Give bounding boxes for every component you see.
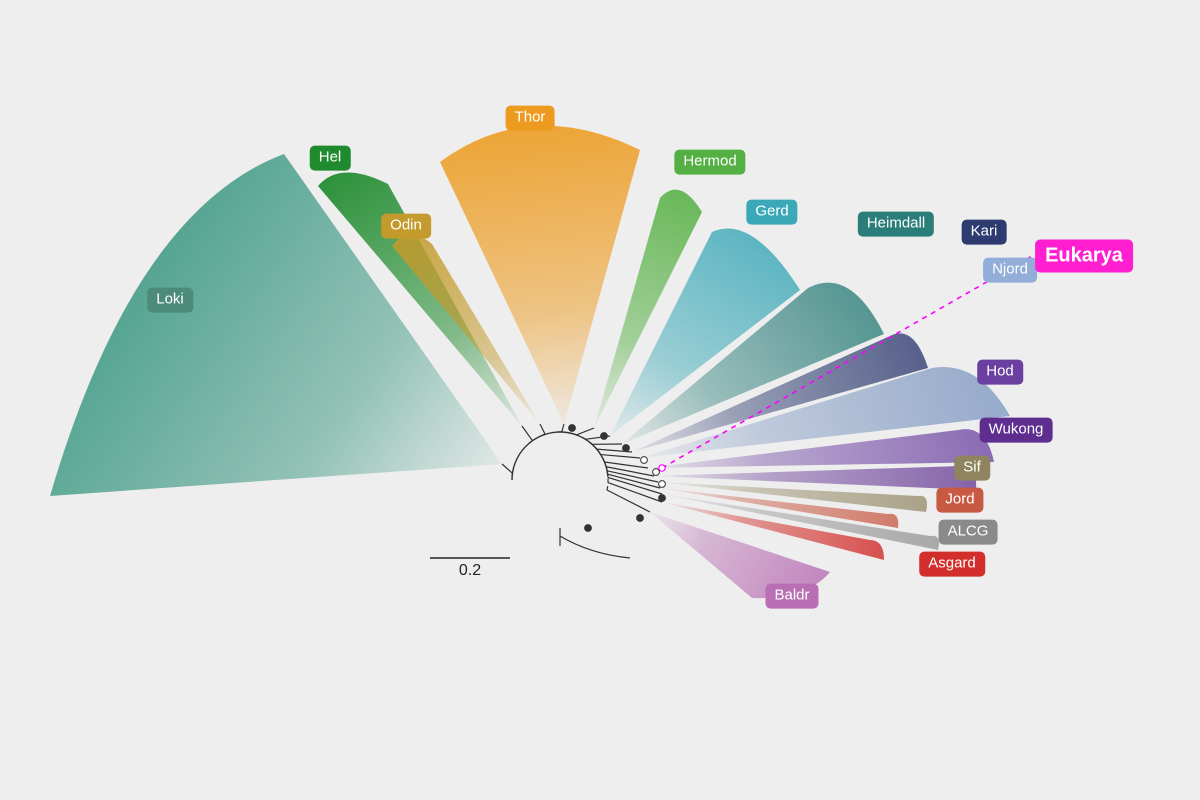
clade-label-hel: Hel (310, 146, 351, 171)
clade-label-sif: Sif (954, 456, 990, 481)
clade-label-thor: Thor (506, 106, 555, 131)
clade-label-asgard: Asgard (919, 552, 985, 577)
clade-label-heimdall: Heimdall (858, 212, 934, 237)
clade-label-hermod: Hermod (674, 150, 745, 175)
phylo-diagram: 0.2 Loki Hel Odin Thor HermodGerd Heimdall Kari… (0, 0, 1200, 800)
clade-label-alcg: ALCG (939, 520, 998, 545)
clade-label-jord: Jord (936, 488, 983, 513)
clade-label-njord: Njord (983, 258, 1037, 283)
clade-label-wukong: Wukong (980, 418, 1053, 443)
clade-label-kari: Kari (962, 220, 1007, 245)
clade-label-odin: Odin (381, 214, 431, 239)
clade-label-hod: Hod (977, 360, 1023, 385)
clade-label-baldr: Baldr (765, 584, 818, 609)
clade-label-loki: Loki (147, 288, 193, 313)
phylo-svg (0, 0, 1200, 800)
clade-label-gerd: Gerd (746, 200, 797, 225)
eukarya-label: Eukarya (1035, 240, 1133, 273)
scale-bar-label: 0.2 (459, 562, 481, 580)
